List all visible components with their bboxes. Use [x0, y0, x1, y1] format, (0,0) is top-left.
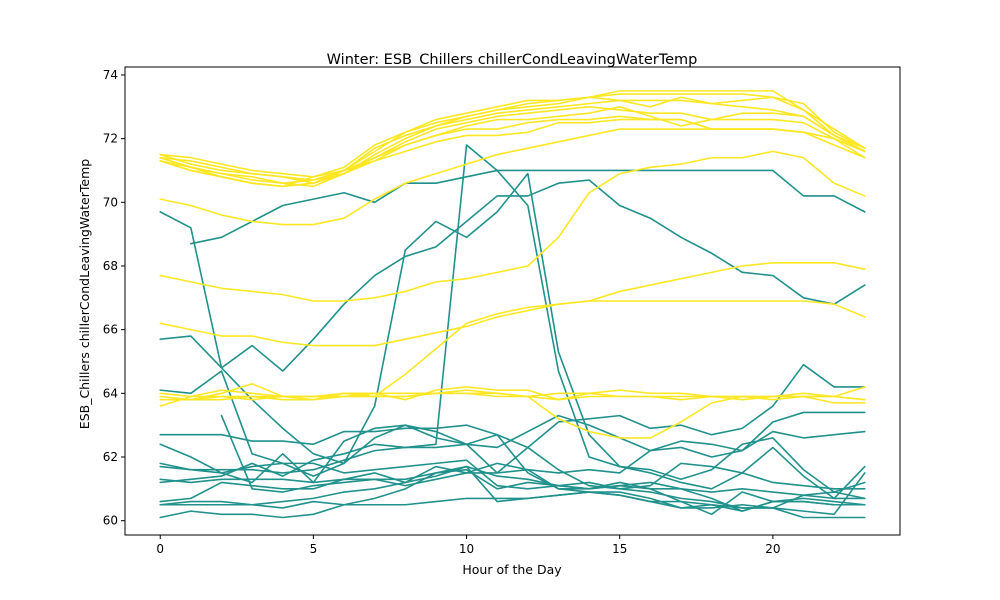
y-tick-label: 74 [103, 68, 118, 82]
x-tick-label: 20 [765, 542, 780, 556]
y-tick-label: 72 [103, 132, 118, 146]
chart-title: Winter: ESB_Chillers chillerCondLeavingW… [327, 52, 698, 68]
series-line-yellow-26 [159, 262, 866, 347]
series-line-teal-4 [159, 172, 866, 493]
plot-frame [124, 66, 901, 536]
y-tick-label: 68 [103, 259, 118, 273]
axes-layer: 0 5 10 15 20 60 62 64 66 68 70 72 74 [103, 66, 901, 556]
series-line-teal-15 [159, 491, 866, 519]
series-line-teal-5 [159, 144, 866, 500]
series-line-teal-3 [159, 179, 866, 372]
series-line-teal-1 [159, 211, 866, 516]
series-line-yellow-18 [159, 96, 866, 184]
y-tick-label: 60 [103, 514, 118, 528]
y-axis-label: ESB_Chillers chillerCondLeavingWaterTemp [77, 159, 92, 429]
y-tick-label: 70 [103, 195, 118, 209]
x-axis-label: Hour of the Day [462, 562, 562, 577]
series-line-teal-8 [159, 411, 866, 484]
series-line-yellow-25 [159, 150, 866, 302]
series-line-yellow-24 [159, 128, 866, 226]
x-tick-label: 5 [310, 542, 318, 556]
series-line-yellow-31 [159, 392, 866, 439]
series-line-teal-14 [159, 465, 866, 516]
series-line-yellow-16 [159, 93, 866, 178]
series-layer [159, 90, 866, 519]
series-line-teal-12 [220, 414, 866, 493]
series-line-teal-11 [159, 430, 866, 487]
series-line-teal-10 [159, 363, 866, 503]
x-tick-label: 0 [156, 542, 164, 556]
x-tick-label: 10 [459, 542, 474, 556]
series-line-teal-2 [190, 169, 866, 245]
y-tick-label: 66 [103, 323, 118, 337]
series-line-teal-9 [159, 459, 866, 500]
x-tick-label: 15 [612, 542, 627, 556]
series-line-teal-13 [159, 465, 866, 512]
series-line-yellow-20 [159, 106, 866, 184]
y-tick-label: 64 [103, 386, 118, 400]
y-tick-label: 62 [103, 450, 118, 464]
